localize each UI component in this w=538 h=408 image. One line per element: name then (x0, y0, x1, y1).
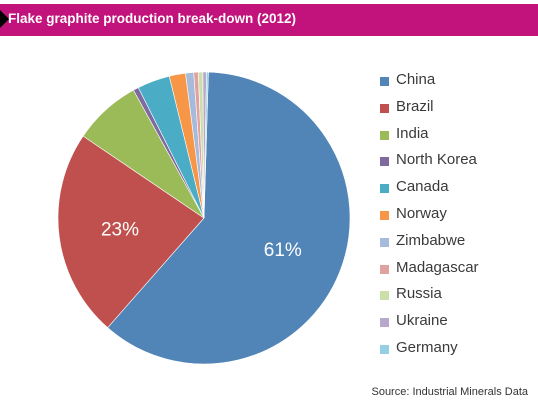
legend-label: Russia (396, 285, 442, 303)
legend-label: Zimbabwe (396, 231, 466, 249)
legend-swatch (380, 211, 389, 220)
pie-chart: 61% 23% (57, 71, 351, 365)
title-arrow-marker (0, 10, 9, 28)
pie-slice-brazil (57, 135, 205, 329)
legend-label: Ukraine (396, 312, 448, 330)
legend-label: Brazil (396, 97, 434, 115)
legend-label: Canada (396, 178, 449, 196)
legend-label: Madagascar (396, 258, 479, 276)
legend-swatch (380, 184, 389, 194)
legend-swatch (380, 77, 389, 86)
title-bar: Flake graphite production break-down (20… (0, 4, 538, 36)
legend-label: Germany (396, 339, 458, 356)
legend-swatch (380, 103, 389, 113)
legend-swatch (380, 345, 389, 354)
legend-swatch (380, 130, 389, 140)
legend-label: Norway (396, 205, 447, 222)
source-note: Source: Industrial Minerals Data (371, 386, 528, 398)
legend-swatch (380, 157, 389, 167)
pie-slice-china (107, 71, 351, 365)
legend-swatch (380, 318, 389, 328)
legend-swatch (380, 264, 389, 274)
legend-swatch (380, 237, 389, 247)
data-label-china: 61% (264, 240, 302, 261)
chart-title: Flake graphite production break-down (20… (8, 11, 297, 26)
legend-swatch (380, 291, 389, 301)
legend-label: India (396, 124, 429, 142)
legend-label: China (396, 71, 436, 88)
legend-label: North Korea (396, 151, 477, 169)
data-label-brazil: 23% (101, 220, 139, 241)
pie-slice-germany (203, 71, 209, 219)
